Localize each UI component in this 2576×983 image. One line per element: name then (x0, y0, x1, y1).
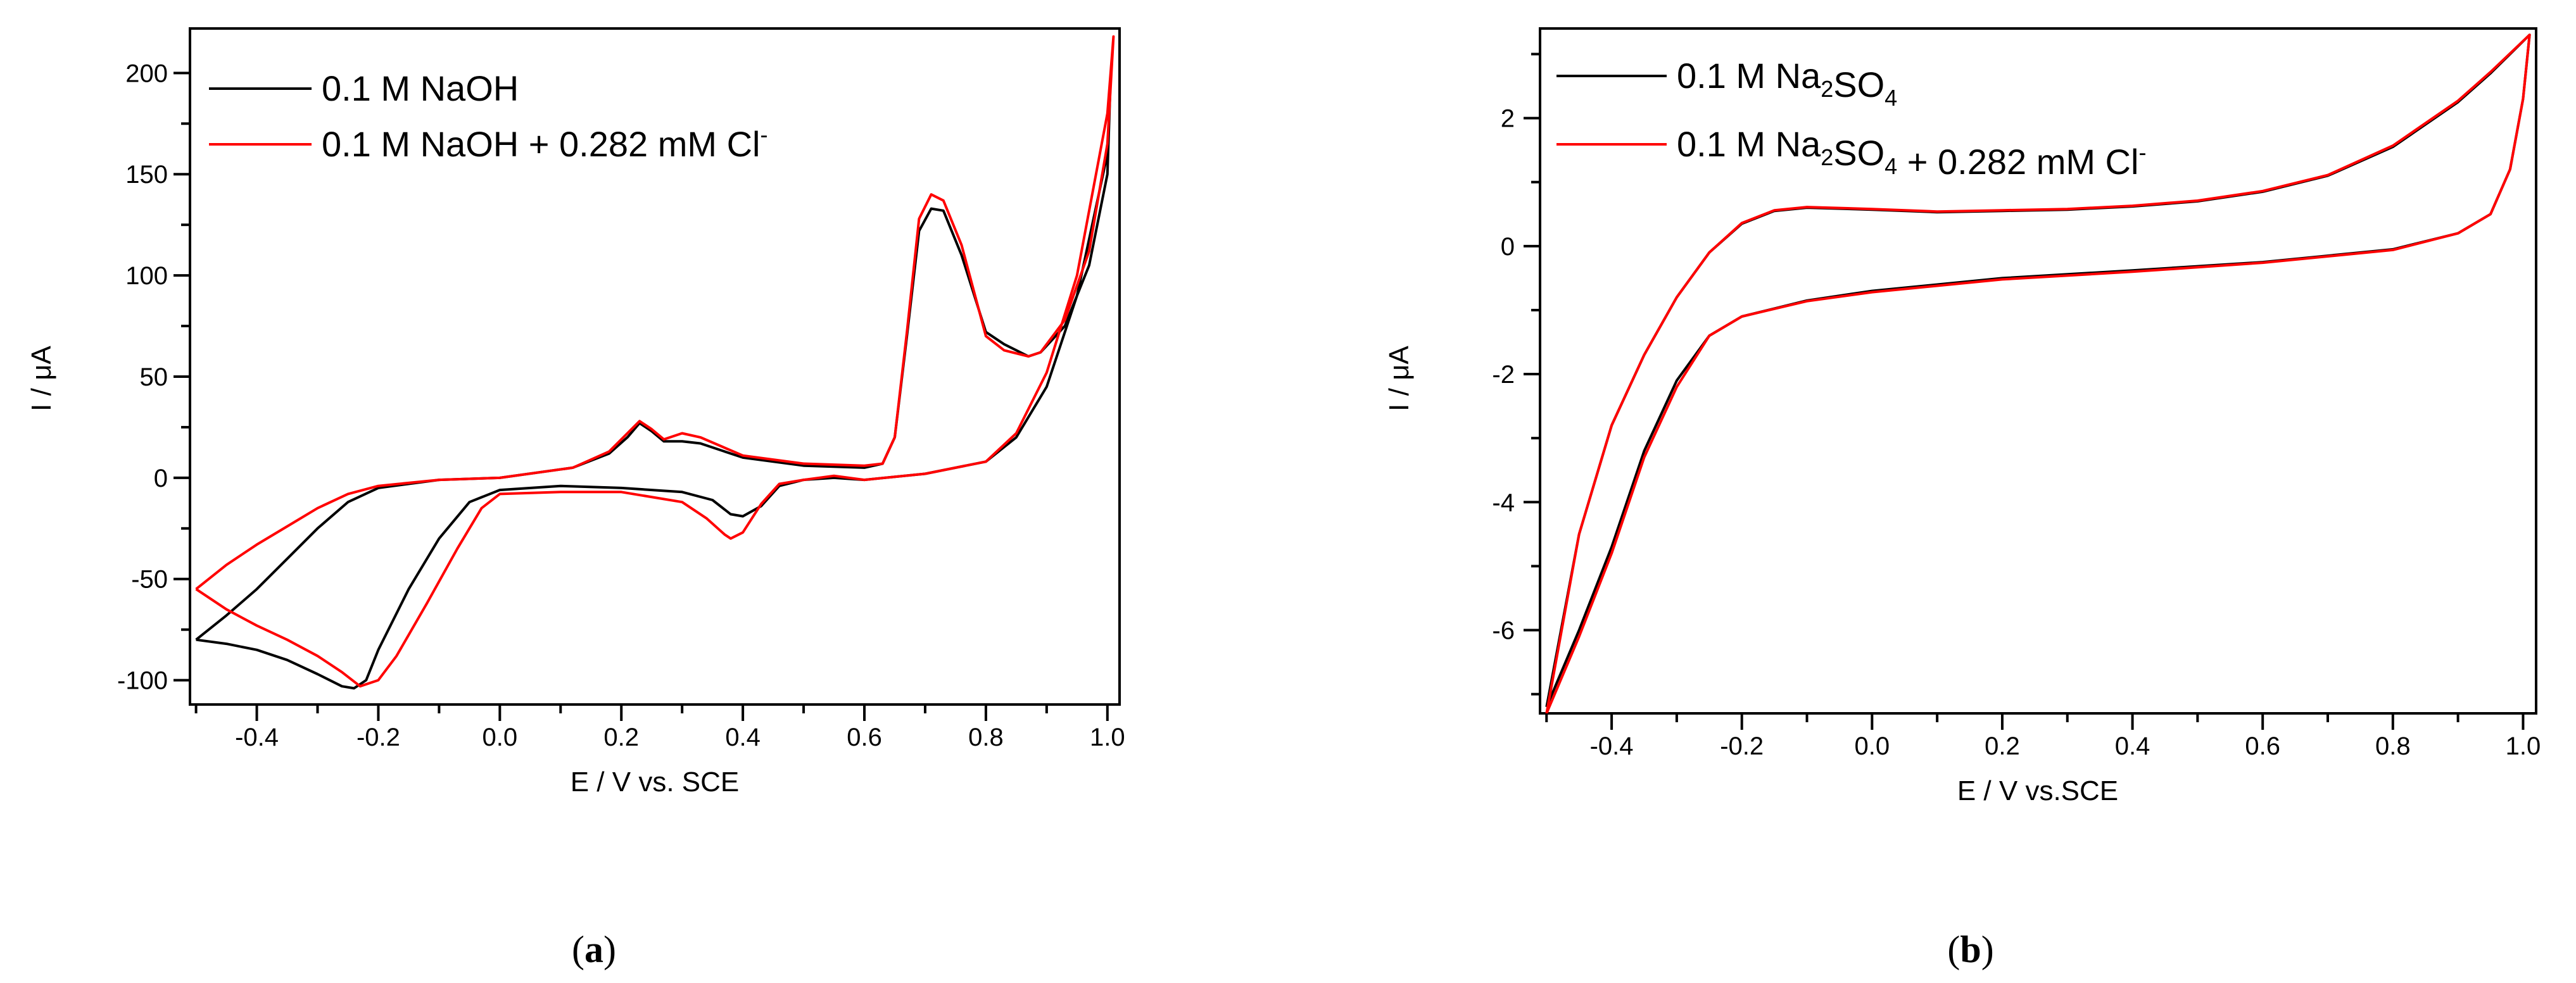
x-tick-label: -0.2 (1720, 732, 1764, 760)
y-tick-label: -100 (117, 667, 168, 695)
y-tick-label: 50 (140, 363, 168, 391)
series-group (1545, 34, 2531, 713)
y-axis-title: I / μA (1384, 346, 1415, 411)
legend: 0.1 M NaOH 0.1 M NaOH + 0.282 mM Cl- (209, 68, 767, 164)
x-tick-label: -0.2 (357, 723, 400, 751)
x-tick-label: 0.8 (2375, 732, 2411, 760)
x-tick-label: 0.6 (2245, 732, 2280, 760)
y-tick-label: -4 (1492, 489, 1515, 517)
y-tick-label: -50 (131, 566, 168, 594)
x-tick-label: 0.0 (1855, 732, 1890, 760)
panel-label: (b) (1947, 929, 1993, 970)
legend-label-2: 0.1 M NaOH + 0.282 mM Cl- (322, 122, 767, 164)
series-line-2 (195, 35, 1115, 688)
x-tick-label: 1.0 (2506, 732, 2541, 760)
x-tick-label: 0.2 (1985, 732, 2020, 760)
y-tick-label: -2 (1492, 361, 1515, 389)
plot-frame (1539, 27, 2537, 715)
y-tick-label: 0 (1501, 233, 1515, 261)
series-line-1 (195, 82, 1112, 690)
legend-label-1: 0.1 M Na2SO4 (1677, 56, 1897, 111)
chart-panel-a: -0.4 -0.2 0.0 0.2 0.4 0.6 0.8 1.0 -100 -50 0 50 100 1… (26, 27, 1125, 970)
y-tick-label: -6 (1492, 617, 1515, 645)
panel-label: (a) (572, 929, 616, 970)
y-tick-label: 200 (125, 59, 168, 87)
y-axis-title: I / μA (26, 346, 57, 411)
x-tick-label: 0.4 (725, 723, 761, 751)
chart-panel-b: -0.4 -0.2 0.0 0.2 0.4 0.6 0.8 1.0 -6 -4 -2 0 2 E / V … (1384, 27, 2541, 970)
legend-label-2: 0.1 M Na2SO4 + 0.282 mM Cl- (1677, 124, 2146, 182)
x-axis-title: E / V vs. SCE (571, 767, 740, 798)
x-tick-label: -0.4 (235, 723, 279, 751)
legend: 0.1 M Na2SO4 0.1 M Na2SO4 + 0.282 mM Cl- (1556, 56, 2146, 182)
y-tick-label: 2 (1501, 105, 1515, 133)
x-axis-title: E / V vs.SCE (1957, 775, 2118, 806)
legend-label-1: 0.1 M NaOH (322, 68, 519, 108)
x-tick-label: 0.4 (2115, 732, 2150, 760)
plot-frame (189, 27, 1121, 706)
y-tick-label: 0 (154, 465, 168, 492)
x-tick-label: 0.6 (847, 723, 882, 751)
x-tick-label: 0.8 (968, 723, 1004, 751)
x-tick-label: 0.0 (483, 723, 518, 751)
series-group (195, 35, 1115, 690)
y-tick-label: 100 (125, 262, 168, 290)
x-tick-label: 0.2 (603, 723, 639, 751)
x-tick-label: -0.4 (1590, 732, 1634, 760)
series-line-2 (1545, 34, 2531, 713)
y-tick-label: 150 (125, 161, 168, 189)
x-tick-label: 1.0 (1090, 723, 1125, 751)
